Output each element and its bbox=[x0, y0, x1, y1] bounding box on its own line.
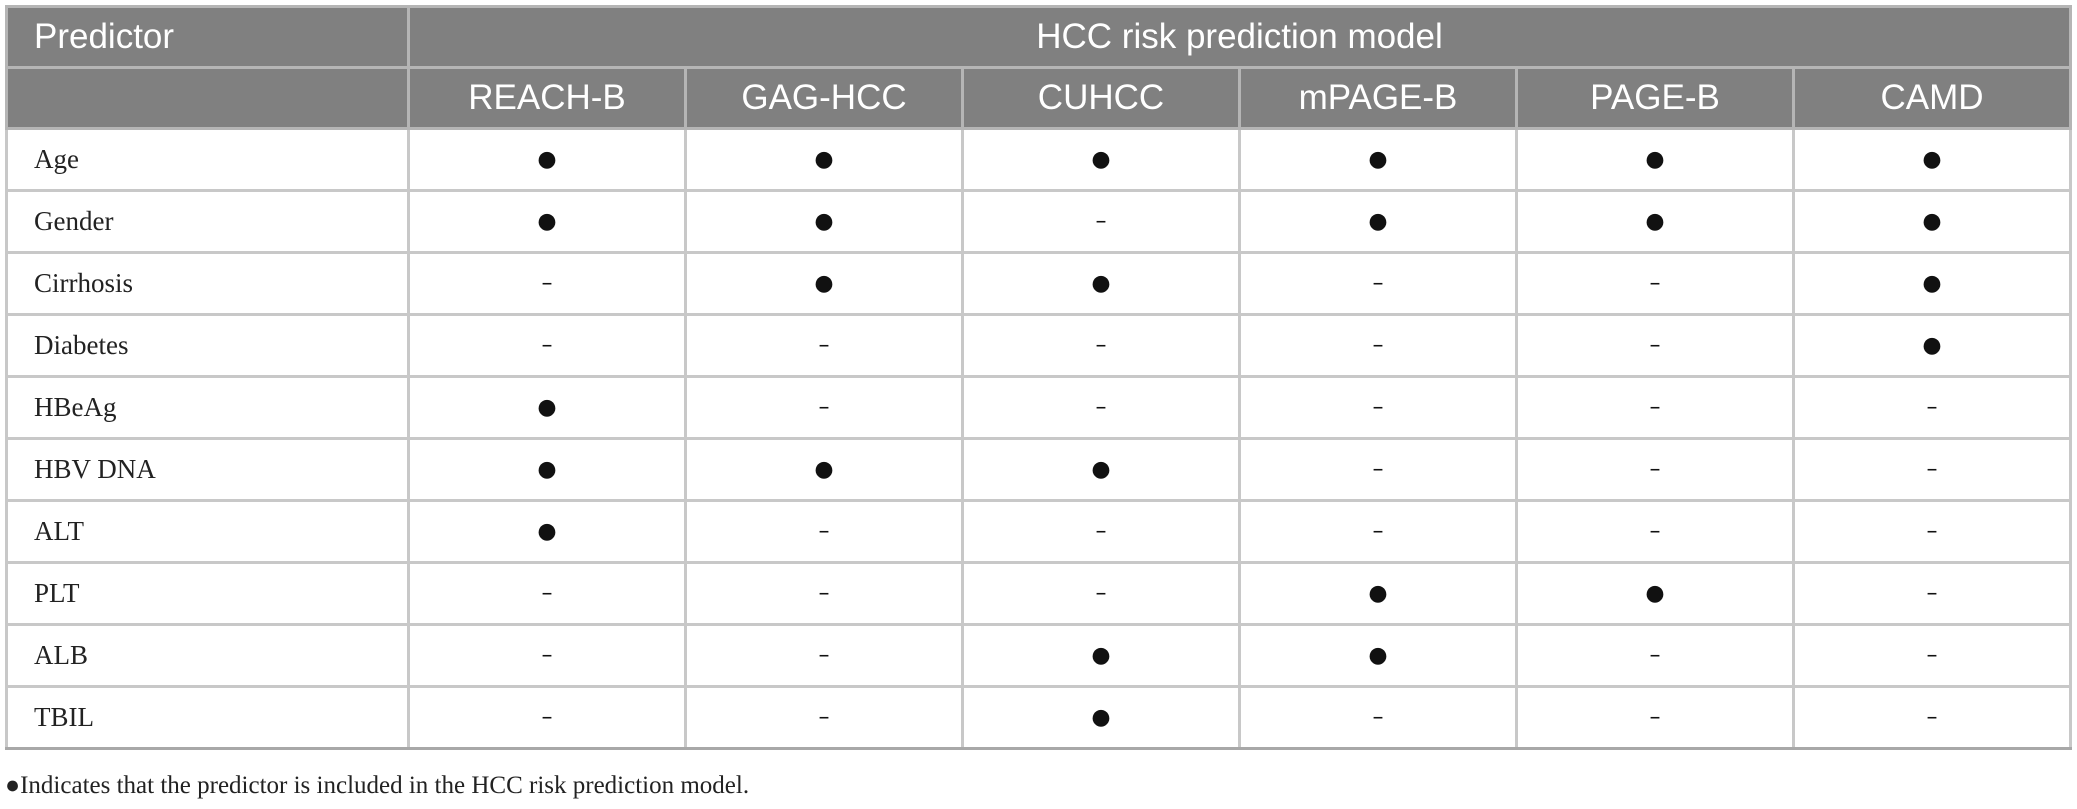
value-cell: ● bbox=[961, 685, 1241, 750]
table-footnote: ●Indicates that the predictor is include… bbox=[5, 772, 750, 799]
value-cell: ● bbox=[1515, 561, 1795, 626]
value-cell: ● bbox=[1791, 189, 2073, 254]
value-cell: ● bbox=[1515, 127, 1795, 192]
value-cell: – bbox=[407, 623, 687, 688]
value-cell: ● bbox=[1238, 189, 1518, 254]
predictor-cell: Age bbox=[5, 127, 410, 192]
value-cell: ● bbox=[961, 623, 1241, 688]
table-row: HBeAg ● – – – – – bbox=[5, 375, 2073, 440]
table-header: Predictor HCC risk prediction model REAC… bbox=[5, 5, 2073, 130]
predictor-cell: Cirrhosis bbox=[5, 251, 410, 316]
value-cell: – bbox=[961, 499, 1241, 564]
value-cell: – bbox=[1515, 313, 1795, 378]
value-cell: ● bbox=[961, 127, 1241, 192]
value-cell: – bbox=[961, 561, 1241, 626]
table-body: Age ● ● ● ● ● ● Gender ● ● – ● ● ● Cirrh… bbox=[5, 127, 2073, 750]
value-cell: ● bbox=[1791, 127, 2073, 192]
value-cell: – bbox=[1515, 623, 1795, 688]
value-cell: – bbox=[1515, 375, 1795, 440]
value-cell: – bbox=[1791, 623, 2073, 688]
value-cell: – bbox=[1238, 685, 1518, 750]
value-cell: – bbox=[1238, 437, 1518, 502]
value-cell: – bbox=[684, 623, 964, 688]
table-row: ALT ● – – – – – bbox=[5, 499, 2073, 564]
value-cell: – bbox=[684, 313, 964, 378]
value-cell: – bbox=[684, 499, 964, 564]
table-row: Cirrhosis – ● ● – – ● bbox=[5, 251, 2073, 316]
value-cell: – bbox=[1238, 251, 1518, 316]
value-cell: – bbox=[1791, 685, 2073, 750]
value-cell: – bbox=[1791, 437, 2073, 502]
model-header-mpage-b: mPAGE-B bbox=[1238, 66, 1518, 130]
model-header-page-b: PAGE-B bbox=[1515, 66, 1795, 130]
value-cell: – bbox=[1515, 437, 1795, 502]
value-cell: ● bbox=[407, 375, 687, 440]
header-row-2: REACH-B GAG-HCC CUHCC mPAGE-B PAGE-B CAM… bbox=[5, 66, 2073, 130]
value-cell: ● bbox=[407, 437, 687, 502]
value-cell: ● bbox=[684, 251, 964, 316]
value-cell: – bbox=[1238, 313, 1518, 378]
predictor-cell: Gender bbox=[5, 189, 410, 254]
predictor-cell: HBV DNA bbox=[5, 437, 410, 502]
value-cell: – bbox=[961, 313, 1241, 378]
value-cell: ● bbox=[1238, 127, 1518, 192]
table-row: ALB – – ● ● – – bbox=[5, 623, 2073, 688]
value-cell: – bbox=[1515, 499, 1795, 564]
table-row: Gender ● ● – ● ● ● bbox=[5, 189, 2073, 254]
model-header-cuhcc: CUHCC bbox=[961, 66, 1241, 130]
value-cell: – bbox=[1238, 499, 1518, 564]
model-group-header: HCC risk prediction model bbox=[406, 5, 2073, 69]
predictor-subheader-empty bbox=[5, 66, 410, 130]
table-row: PLT – – – ● ● – bbox=[5, 561, 2073, 626]
value-cell: – bbox=[961, 375, 1241, 440]
value-cell: – bbox=[684, 561, 964, 626]
table-row: HBV DNA ● ● ● – – – bbox=[5, 437, 2073, 502]
value-cell: ● bbox=[684, 189, 964, 254]
predictor-table-container: Predictor HCC risk prediction model REAC… bbox=[5, 5, 2073, 750]
table-row: TBIL – – ● – – – bbox=[5, 685, 2073, 750]
value-cell: ● bbox=[407, 189, 687, 254]
value-cell: – bbox=[407, 251, 687, 316]
value-cell: ● bbox=[1791, 251, 2073, 316]
value-cell: – bbox=[407, 685, 687, 750]
value-cell: ● bbox=[1238, 561, 1518, 626]
predictor-cell: TBIL bbox=[5, 685, 410, 750]
value-cell: – bbox=[961, 189, 1241, 254]
value-cell: – bbox=[1791, 499, 2073, 564]
value-cell: ● bbox=[407, 127, 687, 192]
value-cell: ● bbox=[407, 499, 687, 564]
value-cell: ● bbox=[684, 437, 964, 502]
table-row: Diabetes – – – – – ● bbox=[5, 313, 2073, 378]
predictor-column-header: Predictor bbox=[5, 5, 410, 69]
value-cell: – bbox=[1238, 375, 1518, 440]
value-cell: ● bbox=[684, 127, 964, 192]
value-cell: ● bbox=[1791, 313, 2073, 378]
predictor-cell: Diabetes bbox=[5, 313, 410, 378]
model-header-gag-hcc: GAG-HCC bbox=[684, 66, 964, 130]
value-cell: – bbox=[684, 375, 964, 440]
model-header-camd: CAMD bbox=[1791, 66, 2073, 130]
predictor-cell: ALB bbox=[5, 623, 410, 688]
value-cell: – bbox=[1515, 251, 1795, 316]
value-cell: – bbox=[1791, 561, 2073, 626]
value-cell: – bbox=[1791, 375, 2073, 440]
value-cell: ● bbox=[961, 437, 1241, 502]
value-cell: – bbox=[684, 685, 964, 750]
value-cell: ● bbox=[1515, 189, 1795, 254]
predictor-cell: ALT bbox=[5, 499, 410, 564]
header-row-1: Predictor HCC risk prediction model bbox=[5, 5, 2073, 69]
value-cell: ● bbox=[1238, 623, 1518, 688]
table-row: Age ● ● ● ● ● ● bbox=[5, 127, 2073, 192]
predictor-table: Predictor HCC risk prediction model REAC… bbox=[5, 5, 2073, 750]
value-cell: – bbox=[1515, 685, 1795, 750]
predictor-cell: PLT bbox=[5, 561, 410, 626]
model-header-reach-b: REACH-B bbox=[407, 66, 687, 130]
value-cell: – bbox=[407, 313, 687, 378]
value-cell: ● bbox=[961, 251, 1241, 316]
value-cell: – bbox=[407, 561, 687, 626]
predictor-cell: HBeAg bbox=[5, 375, 410, 440]
